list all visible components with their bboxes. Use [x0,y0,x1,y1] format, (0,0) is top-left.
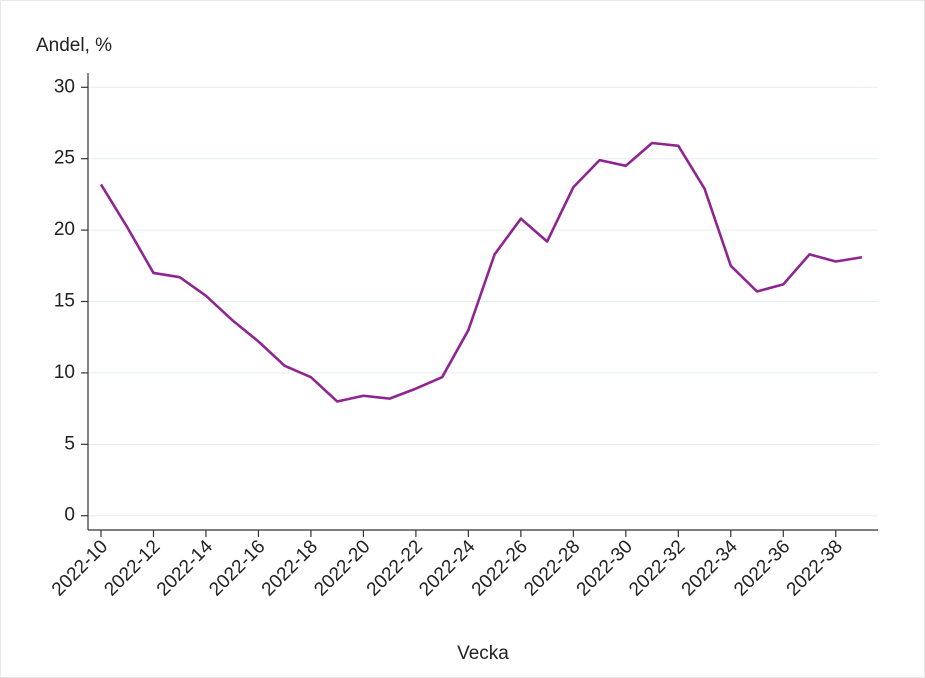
y-tick-label: 20 [54,219,75,240]
y-tick-label: 5 [64,433,75,454]
y-tick-label: 10 [54,362,75,383]
y-tick-label: 0 [64,505,75,526]
data-line [99,141,863,403]
y-tick-label: 15 [54,291,75,312]
y-tick-label: 25 [54,148,75,169]
y-tick-label: 30 [54,76,75,97]
y-axis-label: Andel, % [36,35,112,56]
x-axis-label: Vecka [457,643,509,664]
